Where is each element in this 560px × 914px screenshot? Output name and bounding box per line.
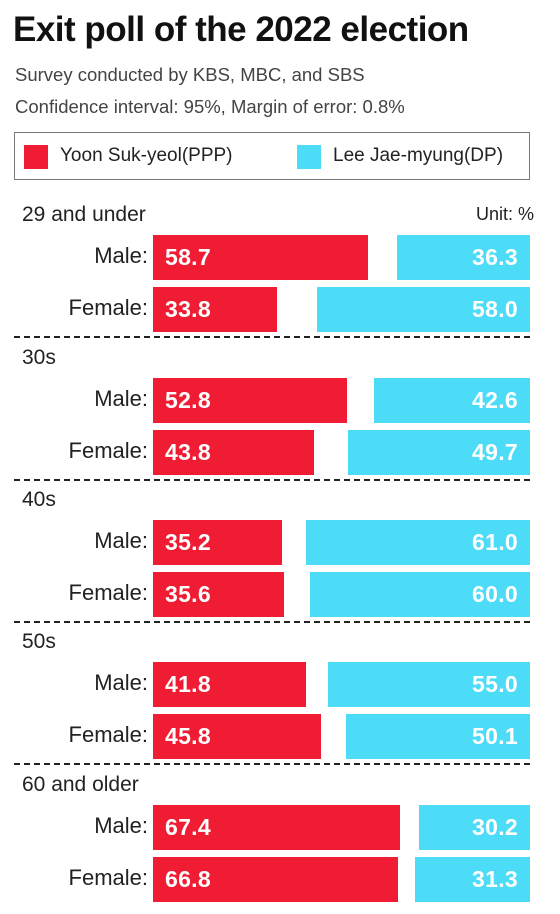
gender-label: Female: [68, 295, 148, 320]
bar-lee: 30.2 [419, 805, 530, 850]
bar-value-yoon: 66.8 [165, 866, 211, 892]
bar-value-yoon: 43.8 [165, 439, 211, 465]
bar-yoon: 41.8 [153, 662, 307, 707]
bar-lee: 61.0 [306, 520, 530, 565]
bar-value-lee: 61.0 [472, 529, 518, 555]
group-divider [14, 336, 530, 338]
age-group-label: 50s [22, 630, 56, 653]
bar-yoon: 58.7 [153, 235, 369, 280]
bar-yoon: 35.6 [153, 572, 284, 617]
bar-value-yoon: 33.8 [165, 296, 211, 322]
gender-label: Female: [68, 722, 148, 747]
bar-yoon: 45.8 [153, 714, 322, 759]
bar-yoon: 43.8 [153, 430, 314, 475]
bar-value-lee: 30.2 [472, 814, 518, 840]
bar-value-lee: 31.3 [472, 866, 518, 892]
chart-legend: Yoon Suk-yeol(PPP) Lee Jae-myung(DP) [14, 132, 530, 180]
gender-label: Male: [94, 528, 148, 553]
bar-lee: 55.0 [328, 662, 530, 707]
chart-subtitle-confidence: Confidence interval: 95%, Margin of erro… [15, 96, 405, 117]
gender-label: Male: [94, 813, 148, 838]
bar-value-lee: 36.3 [472, 244, 518, 270]
gender-label: Male: [94, 243, 148, 268]
legend-label-yoon: Yoon Suk-yeol(PPP) [60, 145, 233, 166]
bar-lee: 50.1 [346, 714, 530, 759]
gender-label: Female: [68, 438, 148, 463]
group-divider [14, 479, 530, 481]
bar-value-lee: 50.1 [472, 723, 518, 749]
bar-yoon: 52.8 [153, 378, 347, 423]
bar-value-lee: 42.6 [472, 387, 518, 413]
bar-value-yoon: 41.8 [165, 671, 211, 697]
bar-value-yoon: 67.4 [165, 814, 211, 840]
bar-yoon: 67.4 [153, 805, 401, 850]
bar-value-lee: 60.0 [472, 581, 518, 607]
bar-value-yoon: 52.8 [165, 387, 211, 413]
age-group-label: 29 and under [22, 203, 146, 226]
bar-value-yoon: 58.7 [165, 244, 211, 270]
bar-yoon: 66.8 [153, 857, 399, 902]
bar-value-lee: 58.0 [472, 296, 518, 322]
bar-lee: 36.3 [396, 235, 530, 280]
bar-value-lee: 55.0 [472, 671, 518, 697]
bar-lee: 31.3 [415, 857, 530, 902]
gender-label: Male: [94, 386, 148, 411]
bar-value-yoon: 35.6 [165, 581, 211, 607]
legend-swatch-yoon [24, 145, 48, 169]
bar-yoon: 35.2 [153, 520, 283, 565]
age-group-label: 40s [22, 488, 56, 511]
gender-label: Male: [94, 670, 148, 695]
bar-yoon: 33.8 [153, 287, 278, 332]
gender-label: Female: [68, 865, 148, 890]
bar-value-lee: 49.7 [472, 439, 518, 465]
bar-lee: 58.0 [317, 287, 530, 332]
group-divider [14, 621, 530, 623]
age-group-label: 60 and older [22, 773, 139, 796]
bar-value-yoon: 35.2 [165, 529, 211, 555]
chart-subtitle-source: Survey conducted by KBS, MBC, and SBS [15, 64, 365, 85]
bar-lee: 42.6 [373, 378, 530, 423]
chart-title: Exit poll of the 2022 election [13, 10, 469, 49]
group-divider [14, 763, 530, 765]
age-group-label: 30s [22, 346, 56, 369]
gender-label: Female: [68, 580, 148, 605]
legend-swatch-lee [297, 145, 321, 169]
legend-label-lee: Lee Jae-myung(DP) [333, 145, 504, 166]
bar-value-yoon: 45.8 [165, 723, 211, 749]
bar-lee: 60.0 [309, 572, 530, 617]
bar-lee: 49.7 [347, 430, 530, 475]
unit-label: Unit: % [475, 204, 534, 224]
